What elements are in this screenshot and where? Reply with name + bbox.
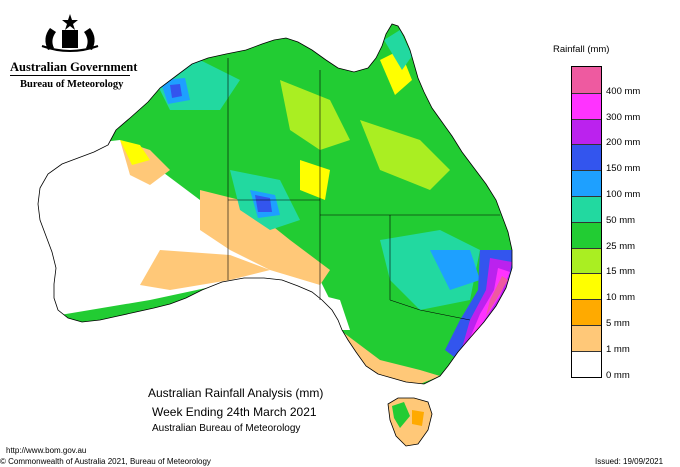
legend-swatch: [572, 92, 601, 119]
legend-swatch: [572, 118, 601, 145]
legend-label: 1 mm: [606, 343, 630, 355]
legend-swatch: [572, 221, 601, 248]
legend-label: 300 mm: [606, 111, 641, 123]
legend-swatch: [572, 273, 601, 300]
issued-date: Issued: 19/09/2021: [595, 457, 664, 466]
legend-label: 5 mm: [606, 318, 630, 329]
legend-label: 50 mm: [606, 214, 636, 226]
legend-label: 10 mm: [606, 292, 636, 304]
agency-name: Bureau of Meteorology: [20, 79, 124, 90]
legend-label: 200 mm: [606, 137, 641, 149]
legend-swatch: [572, 299, 601, 325]
legend-swatch: [572, 195, 601, 222]
legend-label: 100 mm: [606, 189, 641, 200]
legend-label: 400 mm: [606, 85, 641, 97]
legend-swatch: [572, 67, 601, 93]
legend-swatch: [572, 350, 601, 377]
header-rule: [10, 75, 130, 76]
government-name: Australian Government: [10, 60, 138, 74]
legend-title: Rainfall (mm): [553, 44, 610, 55]
map-title: Australian Rainfall Analysis (mm): [148, 386, 324, 400]
legend-swatch: [572, 170, 601, 196]
coat-of-arms-logo: [41, 14, 99, 52]
legend-label: 150 mm: [606, 163, 641, 175]
tasmania-rainfall: [387, 397, 433, 447]
legend-swatch: [572, 247, 601, 274]
legend-label: 15 mm: [606, 266, 636, 278]
copyright-notice: © Commonwealth of Australia 2021, Bureau…: [0, 457, 211, 466]
map-source: Australian Bureau of Meteorology: [152, 423, 301, 434]
legend-label: 25 mm: [606, 240, 636, 252]
website-link[interactable]: http://www.bom.gov.au: [6, 446, 87, 455]
legend-label: 0 mm: [606, 369, 630, 381]
legend-swatch: [572, 144, 601, 171]
state-borders: [227, 58, 500, 321]
legend-swatch: [572, 324, 601, 351]
map-subtitle: Week Ending 24th March 2021: [152, 405, 317, 419]
legend-color-bar: [571, 66, 602, 378]
